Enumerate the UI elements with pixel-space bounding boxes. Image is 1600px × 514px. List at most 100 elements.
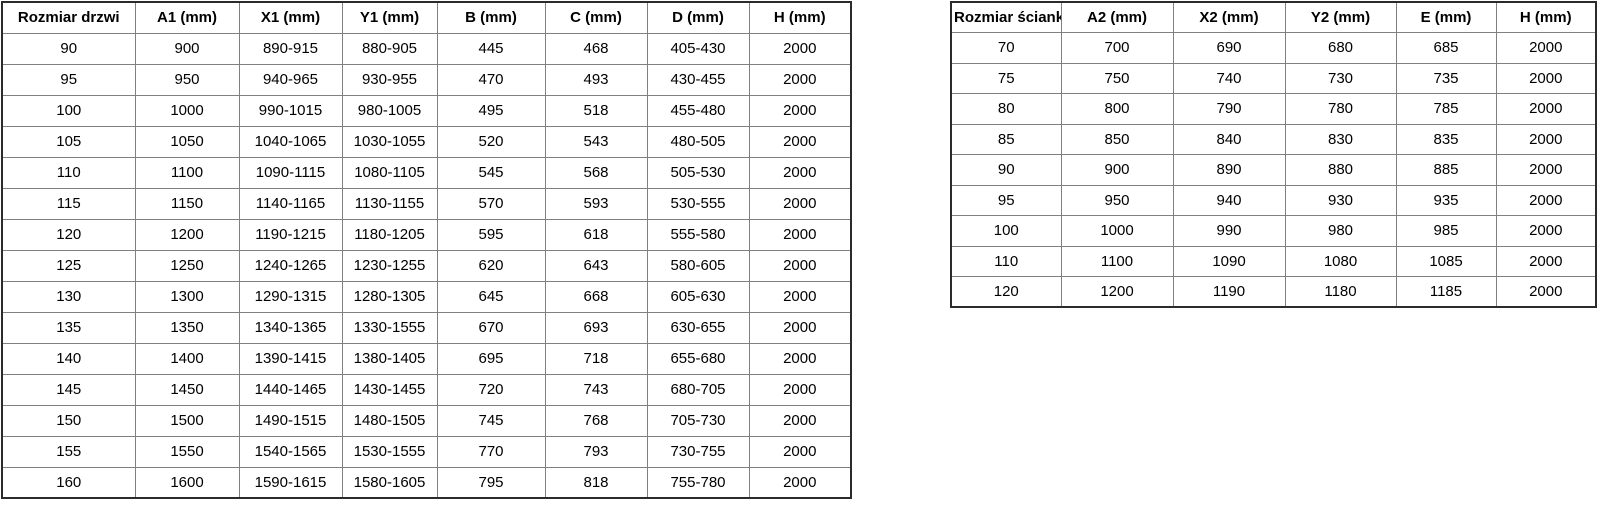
table-cell: 1090 (1172, 245, 1286, 277)
table-cell: 518 (544, 94, 648, 127)
table-cell: 595 (436, 218, 546, 251)
table-row: 90 900 890 880 885 2000 (950, 154, 1597, 186)
table-row: 90 900 890-915 880-905 445 468 405-430 2000 (1, 32, 852, 65)
table-cell: 670 (436, 311, 546, 344)
wall-size-table: Rozmiar ścianki A2 (mm) X2 (mm) Y2 (mm) E (m… (950, 1, 1597, 308)
table-row: 110 1100 1090 1080 1085 2000 (950, 245, 1597, 277)
table-cell: 2000 (1495, 123, 1597, 155)
table-cell: 1250 (134, 249, 240, 282)
table-cell: 80 (950, 93, 1062, 125)
table-cell: 1130-1155 (341, 187, 438, 220)
table-row: 100 1000 990-1015 980-1005 495 518 455-480 2000 (1, 94, 852, 127)
table-cell: 2000 (748, 187, 852, 220)
column-header: C (mm) (544, 1, 648, 34)
table-cell: 1540-1565 (238, 435, 343, 468)
table-cell: 1290-1315 (238, 280, 343, 313)
table-cell: 1450 (134, 373, 240, 406)
table-row: 80 800 790 780 785 2000 (950, 93, 1597, 125)
table-cell: 890 (1172, 154, 1286, 186)
table-cell: 2000 (748, 342, 852, 375)
table-cell: 1080-1105 (341, 156, 438, 189)
table-cell: 545 (436, 156, 546, 189)
table-cell: 680-705 (646, 373, 750, 406)
table-cell: 2000 (1495, 32, 1597, 64)
table-cell: 85 (950, 123, 1062, 155)
table-cell: 1430-1455 (341, 373, 438, 406)
table-cell: 530-555 (646, 187, 750, 220)
table-cell: 950 (134, 63, 240, 96)
table-cell: 1590-1615 (238, 466, 343, 499)
table-cell: 75 (950, 62, 1062, 94)
table-row: 105 1050 1040-1065 1030-1055 520 543 480-505 20… (1, 125, 852, 158)
table-cell: 2000 (748, 218, 852, 251)
table-cell: 930-955 (341, 63, 438, 96)
table-cell: 2000 (1495, 184, 1597, 216)
table-cell: 1350 (134, 311, 240, 344)
table-cell: 2000 (748, 373, 852, 406)
table-cell: 730-755 (646, 435, 750, 468)
column-header: Y1 (mm) (341, 1, 438, 34)
column-header: A2 (mm) (1060, 1, 1174, 33)
table-cell: 140 (1, 342, 136, 375)
column-header: B (mm) (436, 1, 546, 34)
table-cell: 990-1015 (238, 94, 343, 127)
table-cell: 1190-1215 (238, 218, 343, 251)
table-cell: 985 (1395, 215, 1497, 247)
table-cell: 1050 (134, 125, 240, 158)
table-cell: 495 (436, 94, 546, 127)
table-row: 120 1200 1190-1215 1180-1205 595 618 555-580 20… (1, 218, 852, 251)
table-cell: 730 (1284, 62, 1397, 94)
table-cell: 1040-1065 (238, 125, 343, 158)
table-cell: 468 (544, 32, 648, 65)
table-cell: 2000 (748, 404, 852, 437)
table-cell: 885 (1395, 154, 1497, 186)
door-size-table: Rozmiar drzwi A1 (mm) X1 (mm) Y1 (mm) B (mm)… (1, 1, 852, 499)
table-cell: 630-655 (646, 311, 750, 344)
table-cell: 1200 (1060, 276, 1174, 308)
table-cell: 645 (436, 280, 546, 313)
table-row: 75 750 740 730 735 2000 (950, 62, 1597, 94)
table-cell: 693 (544, 311, 648, 344)
table-cell: 1085 (1395, 245, 1497, 277)
table-cell: 135 (1, 311, 136, 344)
table-cell: 785 (1395, 93, 1497, 125)
table-cell: 740 (1172, 62, 1286, 94)
table-cell: 935 (1395, 184, 1497, 216)
table-cell: 1600 (134, 466, 240, 499)
column-header: X1 (mm) (238, 1, 343, 34)
table-row: 95 950 940 930 935 2000 (950, 184, 1597, 216)
table-cell: 505-530 (646, 156, 750, 189)
table-cell: 120 (950, 276, 1062, 308)
table-cell: 2000 (748, 94, 852, 127)
table-cell: 690 (1172, 32, 1286, 64)
table-cell: 1230-1255 (341, 249, 438, 282)
table-cell: 90 (950, 154, 1062, 186)
table-cell: 1380-1405 (341, 342, 438, 375)
table-row: 155 1550 1540-1565 1530-1555 770 793 730-755 20… (1, 435, 852, 468)
table-cell: 718 (544, 342, 648, 375)
table-cell: 2000 (1495, 62, 1597, 94)
table-cell: 940-965 (238, 63, 343, 96)
table-row: 140 1400 1390-1415 1380-1405 695 718 655-680 20… (1, 342, 852, 375)
table-row: 100 1000 990 980 985 2000 (950, 215, 1597, 247)
table-cell: 900 (1060, 154, 1174, 186)
table-cell: 2000 (748, 32, 852, 65)
table-cell: 745 (436, 404, 546, 437)
table-cell: 793 (544, 435, 648, 468)
table-cell: 950 (1060, 184, 1174, 216)
table-cell: 735 (1395, 62, 1497, 94)
table-cell: 668 (544, 280, 648, 313)
table-row: 115 1150 1140-1165 1130-1155 570 593 530-555 20… (1, 187, 852, 220)
table-row: 145 1450 1440-1465 1430-1455 720 743 680-705 20… (1, 373, 852, 406)
table-cell: 555-580 (646, 218, 750, 251)
table-cell: 850 (1060, 123, 1174, 155)
table-cell: 1500 (134, 404, 240, 437)
table-cell: 1390-1415 (238, 342, 343, 375)
table-cell: 130 (1, 280, 136, 313)
table-cell: 900 (134, 32, 240, 65)
table-cell: 1340-1365 (238, 311, 343, 344)
table-cell: 145 (1, 373, 136, 406)
table-cell: 695 (436, 342, 546, 375)
column-header: E (mm) (1395, 1, 1497, 33)
